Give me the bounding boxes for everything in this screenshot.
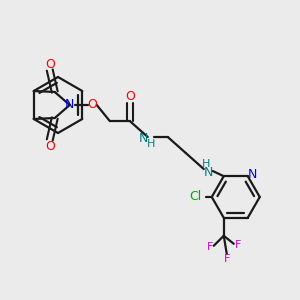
Text: F: F <box>207 242 213 252</box>
Text: O: O <box>125 91 135 103</box>
Text: H: H <box>202 159 210 169</box>
Text: F: F <box>235 240 241 250</box>
Text: H: H <box>147 139 155 149</box>
Text: O: O <box>45 58 55 70</box>
Text: N: N <box>248 168 257 181</box>
Text: Cl: Cl <box>190 190 202 203</box>
Text: O: O <box>87 98 97 112</box>
Text: N: N <box>204 166 213 178</box>
Text: N: N <box>65 98 74 112</box>
Text: F: F <box>224 254 230 264</box>
Text: O: O <box>45 140 55 152</box>
Text: N: N <box>139 131 148 145</box>
